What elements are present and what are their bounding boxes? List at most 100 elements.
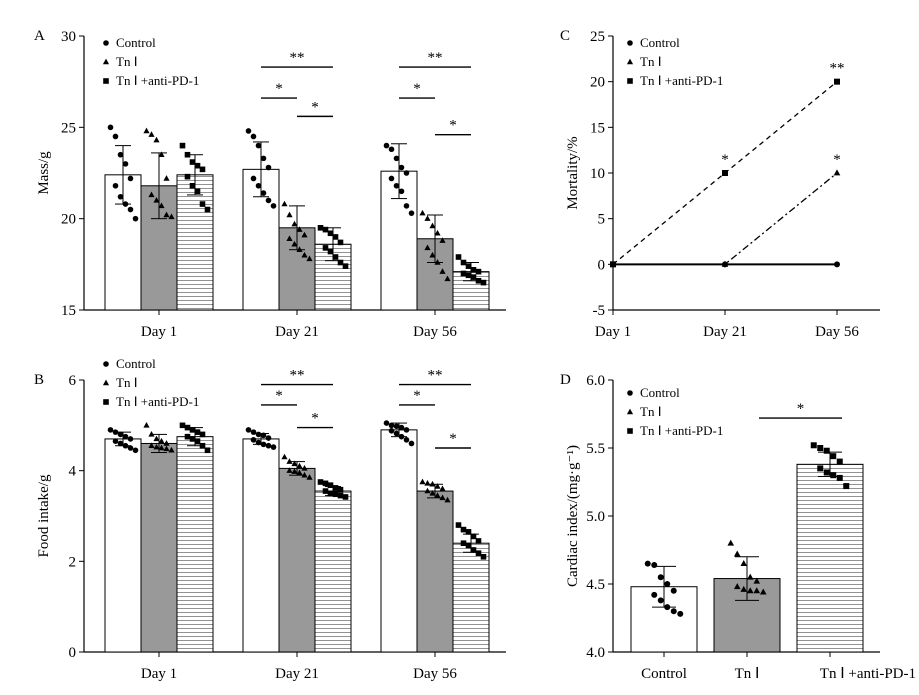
data-point	[403, 170, 410, 176]
data-point	[250, 437, 257, 443]
data-point	[388, 146, 395, 153]
x-tick-label: Day 1	[595, 324, 631, 340]
legend-label: Control	[640, 35, 680, 50]
data-point	[322, 480, 329, 487]
data-point	[291, 460, 298, 467]
legend-label: Tn Ⅰ	[116, 375, 138, 390]
data-point	[434, 259, 441, 265]
legend-marker	[627, 40, 633, 46]
data-point	[836, 458, 843, 465]
panel-letter: C	[560, 28, 570, 44]
data-point	[127, 445, 134, 451]
data-point	[270, 203, 277, 209]
data-point	[322, 226, 329, 233]
significance-label: *	[311, 99, 319, 115]
data-point	[810, 442, 817, 449]
data-point	[388, 422, 395, 429]
legend-label: Tn Ⅰ +anti-PD-1	[116, 394, 199, 409]
data-point	[465, 263, 472, 269]
data-point	[255, 439, 262, 446]
data-point	[327, 230, 334, 237]
y-tick-label: 6	[69, 373, 77, 389]
significance-label: *	[275, 81, 283, 97]
data-point	[291, 468, 298, 474]
legend-label: Tn Ⅰ +anti-PD-1	[640, 73, 723, 88]
data-point	[270, 444, 277, 450]
data-point	[127, 436, 134, 442]
data-point	[429, 251, 436, 258]
legend-marker	[102, 379, 110, 386]
y-tick-label: 5.5	[586, 441, 605, 457]
data-point	[184, 433, 191, 440]
significance-label: *	[449, 431, 457, 447]
significance-label: *	[797, 401, 805, 417]
data-point	[834, 261, 840, 268]
data-point	[107, 427, 114, 433]
bar	[242, 438, 280, 653]
legend-label: Tn Ⅰ	[640, 404, 662, 419]
data-point	[740, 585, 748, 592]
y-axis-label: Food intake/g	[36, 474, 52, 557]
data-point	[342, 263, 349, 269]
x-tick-label: Day 56	[815, 324, 859, 340]
data-point	[817, 465, 824, 472]
significance-label: **	[428, 50, 443, 66]
data-point	[194, 438, 201, 444]
data-point	[332, 485, 339, 491]
y-axis-label: Mortality/%	[565, 136, 581, 209]
bar	[104, 438, 142, 653]
data-point	[199, 201, 206, 207]
data-point	[179, 422, 186, 429]
data-point	[651, 591, 658, 598]
data-point	[664, 581, 671, 587]
data-point	[286, 235, 293, 241]
data-point	[189, 182, 196, 189]
data-point	[733, 550, 741, 557]
y-tick-label: 6.0	[586, 373, 605, 389]
data-point	[439, 485, 446, 492]
y-tick-label: -5	[593, 303, 606, 319]
data-point	[179, 142, 186, 149]
data-point	[460, 259, 467, 266]
data-point	[286, 211, 293, 218]
data-point	[393, 155, 400, 162]
data-point	[444, 275, 451, 282]
data-point	[388, 427, 395, 434]
data-point	[204, 206, 211, 213]
x-tick-label: Tn Ⅰ +anti-PD-1	[820, 666, 916, 682]
data-point	[817, 445, 824, 451]
data-point	[194, 188, 201, 195]
x-tick-label: Day 1	[141, 666, 177, 682]
data-point	[455, 522, 462, 528]
data-point	[184, 151, 191, 158]
data-point	[189, 436, 196, 442]
data-point	[398, 433, 405, 440]
data-point	[153, 435, 160, 442]
data-point	[833, 169, 841, 176]
data-point	[122, 442, 129, 449]
data-point	[245, 427, 252, 433]
significance-label: *	[413, 81, 421, 97]
data-point	[465, 542, 472, 549]
data-point	[168, 446, 175, 453]
data-point	[403, 437, 410, 443]
legend-label: Control	[640, 385, 680, 400]
data-point	[332, 234, 339, 240]
y-tick-label: 25	[590, 29, 605, 45]
data-point	[158, 444, 165, 451]
legend-marker	[102, 58, 110, 65]
data-point	[657, 597, 664, 604]
bar	[416, 490, 454, 653]
data-point	[301, 471, 308, 478]
y-tick-label: 20	[590, 75, 605, 91]
data-point	[644, 560, 651, 567]
bar	[796, 463, 864, 653]
data-point	[265, 164, 272, 171]
data-point	[281, 200, 288, 207]
data-point	[286, 458, 293, 464]
data-point	[122, 433, 129, 440]
data-point	[398, 164, 405, 171]
legend-marker	[626, 408, 634, 415]
data-point	[746, 587, 754, 594]
data-point	[651, 561, 658, 568]
